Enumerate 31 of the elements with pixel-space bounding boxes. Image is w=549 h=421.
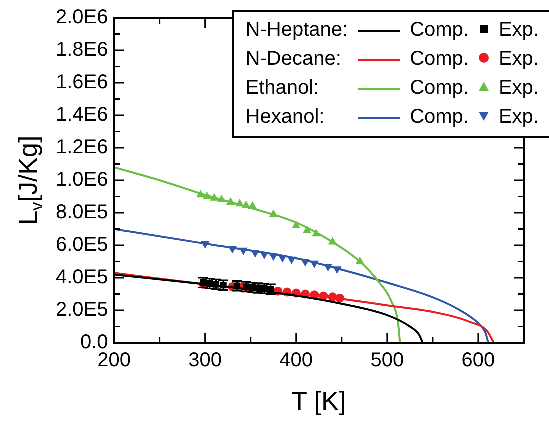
legend-label: Comp. [409, 47, 470, 72]
x-tick-label: 300 [188, 350, 222, 372]
y-tick-label: 1.2E6 [56, 136, 108, 159]
y-tick-label: 2.0E5 [56, 299, 108, 322]
y-tick-label: 2.0E6 [56, 6, 108, 29]
y-tick-label: 1.4E6 [56, 104, 108, 126]
point [303, 226, 312, 234]
y-tick-label: 1.6E6 [56, 72, 108, 94]
x-axis-title: T [K] [292, 386, 346, 416]
y-tick-label: 6.0E5 [56, 234, 108, 256]
annotation: N-Heptane: [244, 18, 350, 43]
x-tick-label: 400 [280, 350, 314, 372]
y-tick-label: 8.0E5 [56, 202, 108, 224]
y-axis-title: Lv[J/Kg] [13, 136, 46, 226]
y-tick-label: 4.0E5 [56, 266, 108, 289]
legend-label: Comp. [409, 76, 470, 101]
annotation: Hexanol: [244, 105, 326, 130]
x-tick-label: 600 [462, 350, 496, 372]
legend-label: Exp. [498, 76, 540, 101]
legend-label: Exp. [498, 18, 540, 43]
legend-label: Exp. [498, 105, 540, 130]
legend-label: Comp. [409, 18, 470, 43]
annotation: Ethanol: [244, 76, 320, 101]
annotation: N-Decane: [244, 47, 342, 72]
y-tick-label: 1.8E6 [56, 39, 108, 62]
legend-label: Exp. [498, 47, 540, 72]
point [292, 222, 300, 228]
x-tick-label: 500 [370, 350, 404, 372]
y-tick-label: 1.0E6 [56, 169, 108, 192]
legend-label: Comp. [409, 105, 470, 130]
line-series [114, 166, 402, 343]
